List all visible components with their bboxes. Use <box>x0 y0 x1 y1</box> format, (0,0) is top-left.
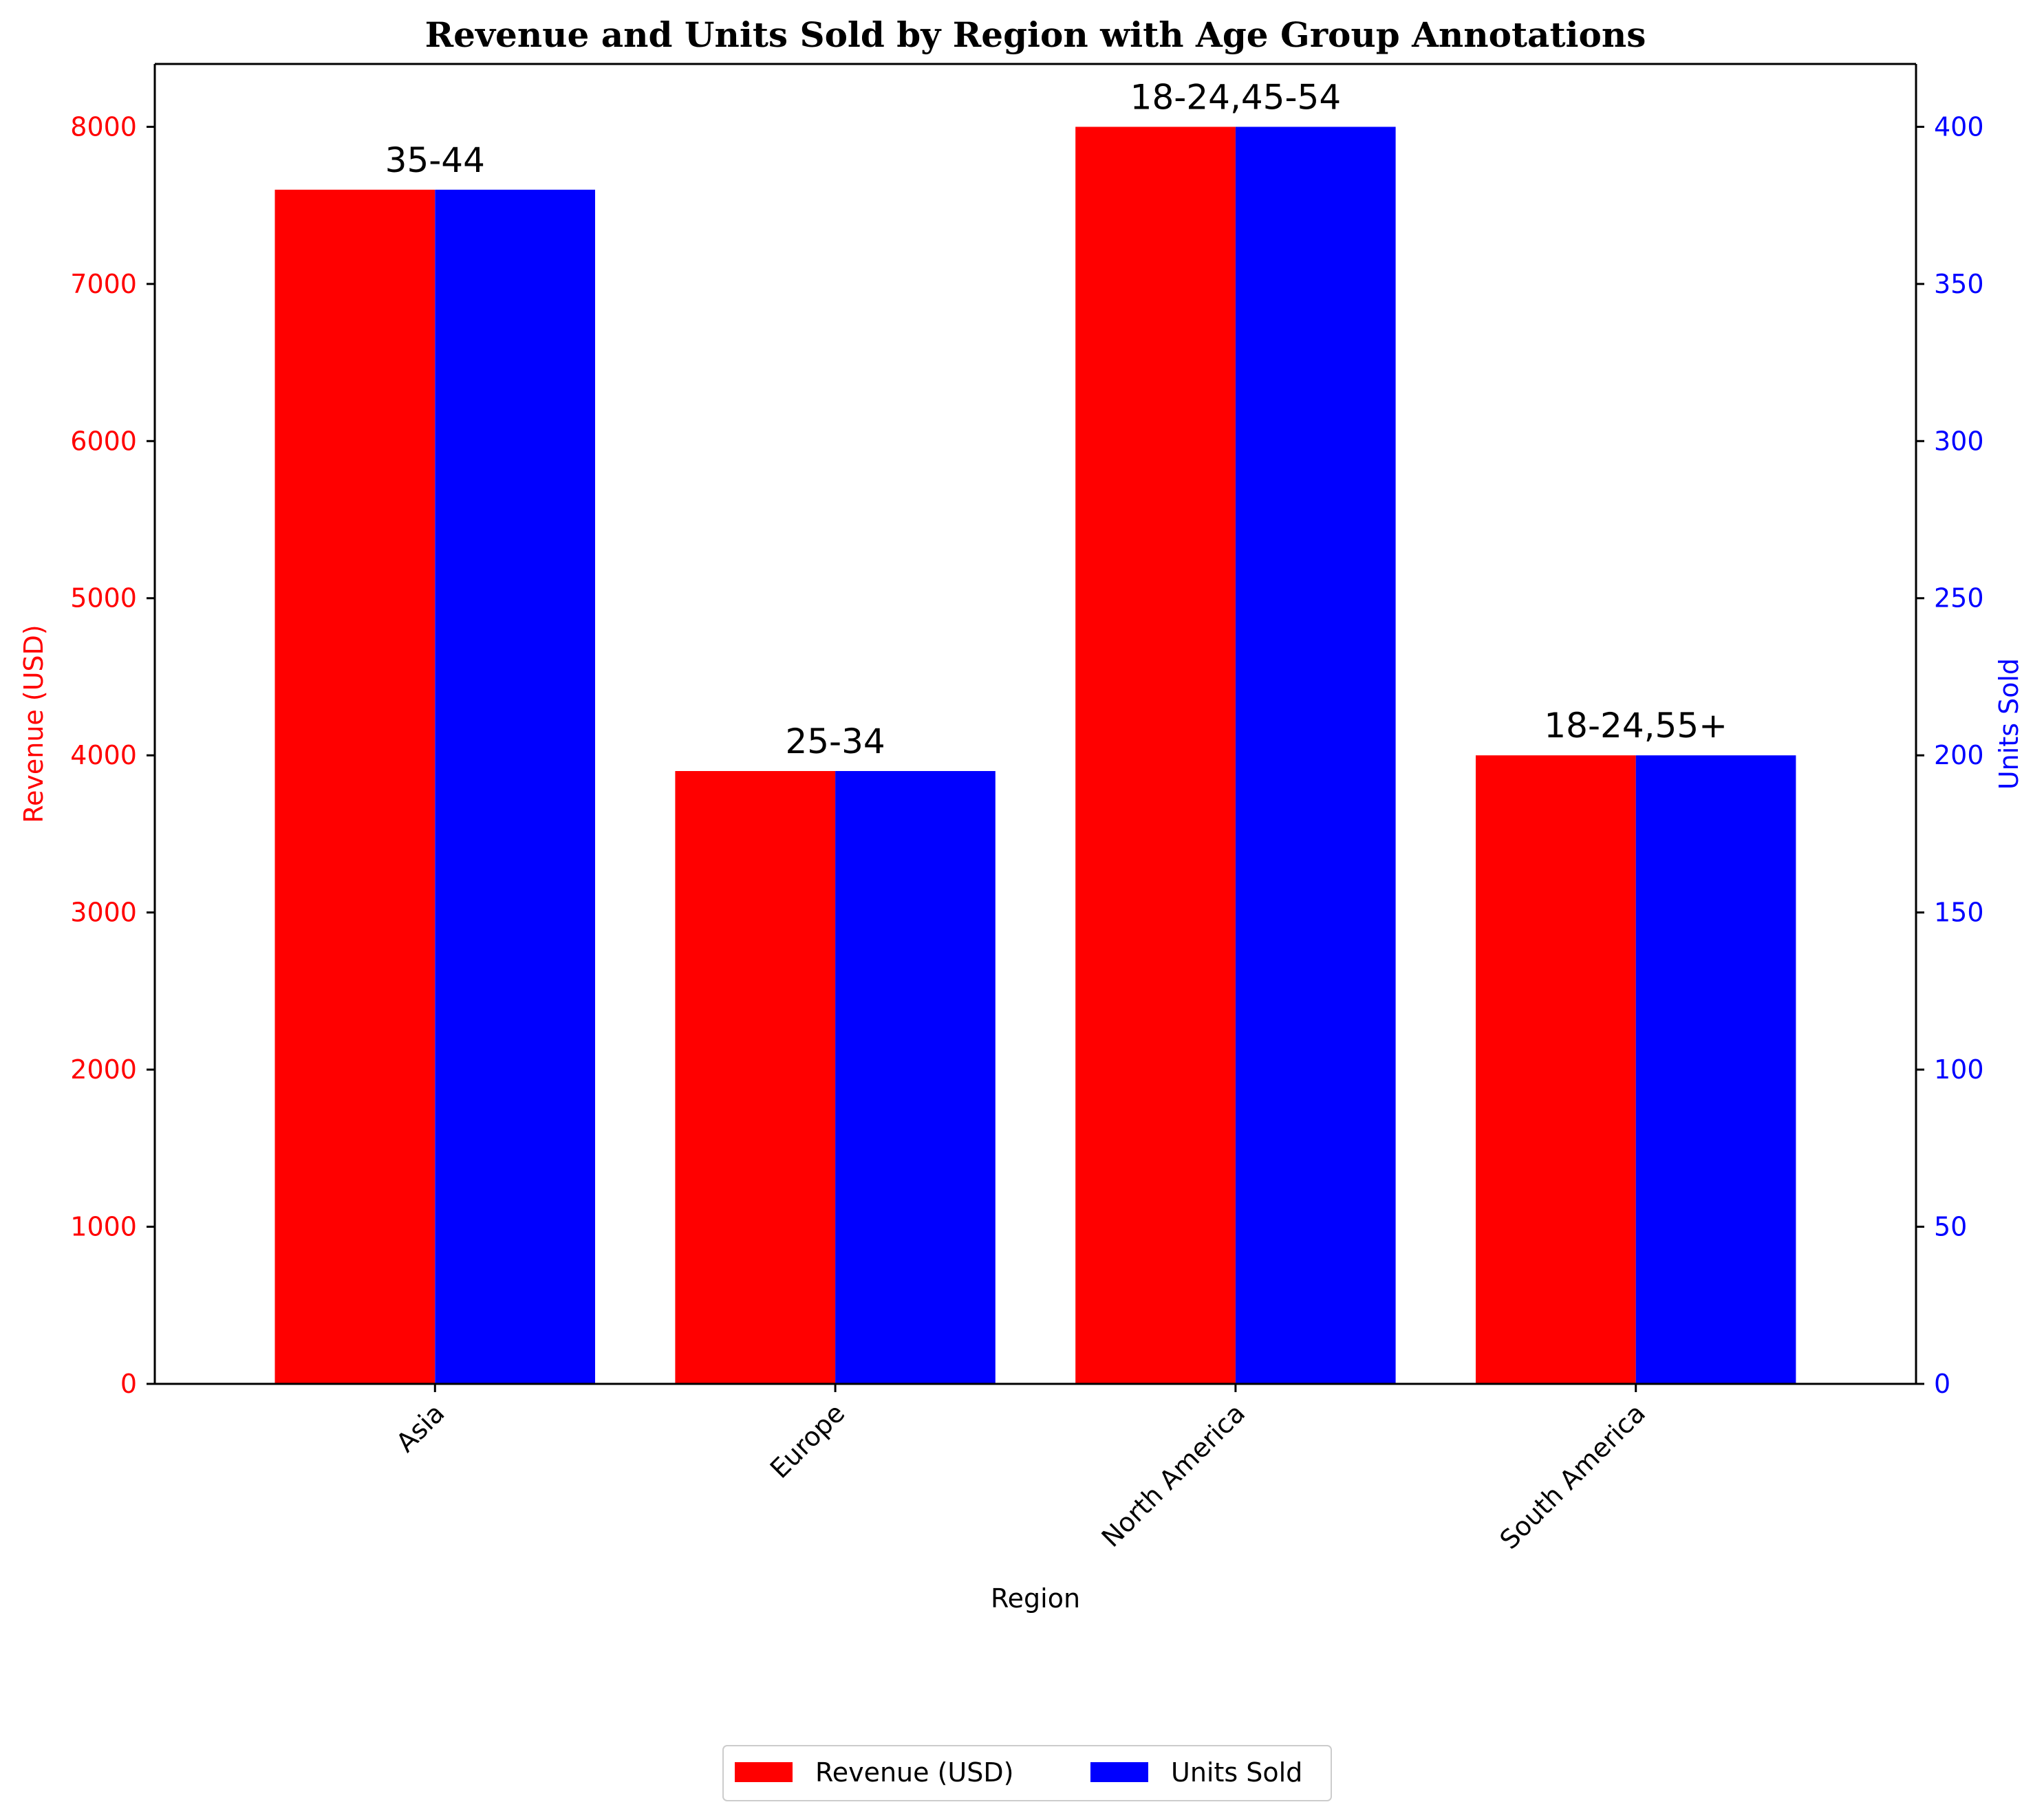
left-tick-label-0: 0 <box>120 1369 137 1399</box>
left-tick-label-3000: 3000 <box>70 898 137 928</box>
bar-revenue-usd-asia <box>275 189 435 1384</box>
right-axis-ticks: 0 50 100 150 200 250 300 350 400 <box>1916 111 1984 1399</box>
left-tick-label-4000: 4000 <box>70 740 137 770</box>
bar-units-sold-south-america <box>1635 755 1796 1384</box>
right-tick-label-150: 150 <box>1934 898 1984 928</box>
bars-layer <box>275 127 1796 1384</box>
bar-units-sold-europe <box>835 771 996 1384</box>
left-tick-label-5000: 5000 <box>70 583 137 614</box>
x-tick-label-south-america: South America <box>1494 1398 1651 1555</box>
annotations-layer: 35-44 25-34 18-24,45-54 18-24,55+ <box>385 77 1728 761</box>
x-axis-ticks: Asia Europe North America South America <box>390 1384 1651 1555</box>
right-tick-label-50: 50 <box>1934 1212 1967 1242</box>
legend: Revenue (USD) Units Sold <box>722 1745 1332 1801</box>
bar-units-sold-asia <box>435 189 595 1384</box>
left-tick-label-1000: 1000 <box>70 1212 137 1242</box>
x-axis-label: Region <box>991 1583 1080 1614</box>
x-tick-label-europe: Europe <box>764 1398 851 1484</box>
axes-layer <box>153 63 1917 1385</box>
right-tick-label-250: 250 <box>1934 583 1984 614</box>
annotation-south-america: 18-24,55+ <box>1544 706 1728 746</box>
x-tick-label-asia: Asia <box>390 1398 450 1457</box>
annotation-europe: 25-34 <box>785 722 885 761</box>
chart-title: Revenue and Units Sold by Region with Ag… <box>425 14 1646 55</box>
x-tick-label-north-america: North America <box>1096 1398 1251 1553</box>
right-tick-label-0: 0 <box>1934 1369 1950 1399</box>
legend-swatch-units-sold <box>1090 1762 1148 1782</box>
legend-label-revenue: Revenue (USD) <box>815 1757 1013 1788</box>
right-tick-label-350: 350 <box>1934 269 1984 299</box>
y-axis-right-label: Units Sold <box>1994 658 2024 790</box>
left-tick-label-8000: 8000 <box>70 111 137 142</box>
right-tick-label-200: 200 <box>1934 740 1984 770</box>
left-tick-label-6000: 6000 <box>70 426 137 456</box>
annotation-asia: 35-44 <box>385 140 485 180</box>
left-axis-ticks: 0 1000 2000 3000 4000 5000 6000 7000 8000 <box>70 111 155 1399</box>
bar-revenue-usd-north-america <box>1075 127 1236 1384</box>
left-tick-label-2000: 2000 <box>70 1054 137 1085</box>
legend-swatch-revenue <box>735 1762 793 1782</box>
bar-units-sold-north-america <box>1235 127 1396 1384</box>
bar-revenue-usd-europe <box>675 771 836 1384</box>
y-axis-left-label: Revenue (USD) <box>19 625 49 823</box>
right-tick-label-300: 300 <box>1934 426 1984 456</box>
right-tick-label-100: 100 <box>1934 1054 1984 1085</box>
legend-label-units-sold: Units Sold <box>1171 1757 1302 1788</box>
left-tick-label-7000: 7000 <box>70 269 137 299</box>
legend-frame <box>722 1745 1332 1801</box>
right-tick-label-400: 400 <box>1934 111 1984 142</box>
annotation-north-america: 18-24,45-54 <box>1130 77 1341 117</box>
bar-revenue-usd-south-america <box>1476 755 1636 1384</box>
